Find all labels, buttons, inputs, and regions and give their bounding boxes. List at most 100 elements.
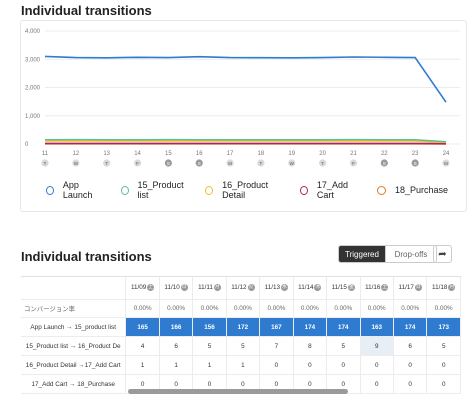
y-tick-label: 1,000 [25, 114, 41, 120]
value-cell[interactable]: 7 [259, 336, 294, 356]
x-day-badge [411, 159, 419, 167]
value-cell[interactable]: 163 [360, 317, 394, 337]
x-tick-day: M [228, 161, 232, 166]
value-cell[interactable]: 5 [426, 336, 461, 356]
legend-label: 18_Purchase [394, 185, 448, 195]
legend-marker [46, 185, 54, 195]
value-cell[interactable]: 6 [393, 336, 428, 356]
value-cell[interactable]: 5 [192, 336, 227, 356]
rate-cell: 0.00% [259, 299, 294, 318]
series-line [44, 138, 447, 143]
row-label: 17_Add Cart → 18_Purchase [21, 374, 127, 394]
x-tick-date: 11 [42, 151, 49, 157]
x-tick-date: 20 [319, 151, 326, 157]
value-cell[interactable]: 5 [226, 336, 261, 356]
date-header: 11/14 木 [293, 277, 328, 300]
date-label: 11/18 [432, 284, 448, 292]
x-tick-day: F [136, 161, 139, 166]
view-toggle: Triggered Drop-offs [338, 245, 437, 263]
value-cell[interactable]: 172 [226, 317, 261, 337]
legend-item[interactable]: 17_Add Cart [300, 180, 359, 200]
value-cell[interactable]: 0 [426, 374, 461, 394]
y-tick-label: 0 [25, 142, 29, 148]
x-tick-date: 16 [196, 151, 203, 157]
x-day-badge [226, 159, 234, 167]
value-cell[interactable]: 0 [326, 355, 361, 375]
value-cell[interactable]: 6 [159, 336, 194, 356]
date-label: 11/17 [398, 284, 414, 292]
legend-label: App Launch [62, 180, 93, 200]
value-cell[interactable]: 0 [259, 355, 294, 375]
horizontal-scrollbar[interactable] [128, 389, 348, 394]
table-row: 17_Add Cart → 18_Purchase 0 0 0 0 0 0 0 0 0 0 [21, 374, 461, 394]
date-label: 11/09 [130, 284, 147, 292]
value-cell[interactable]: 0 [293, 355, 328, 375]
date-header: 11/12 火 [226, 277, 261, 300]
value-cell[interactable]: 165 [125, 317, 160, 337]
rate-cell: 0.00% [326, 299, 361, 318]
x-tick-date: 19 [288, 151, 295, 157]
share-icon: ➦ [438, 248, 447, 260]
value-cell[interactable]: 0 [393, 374, 428, 394]
x-tick-date: 17 [227, 151, 234, 157]
legend-label: 16_Product Detail [222, 180, 269, 200]
value-cell[interactable]: 174 [393, 317, 428, 337]
value-cell[interactable]: 0 [393, 355, 428, 375]
x-tick-date: 14 [134, 151, 141, 157]
section-title: Individual transitions [21, 249, 152, 264]
value-cell[interactable]: 8 [293, 336, 328, 356]
x-day-badge [195, 159, 203, 167]
rate-cell: 0.00% [125, 299, 160, 318]
date-label: 11/16 [365, 284, 381, 292]
table-row: 15_Product list → 16_Product De 4 6 5 5 7 8 5 9 6… [21, 336, 461, 356]
series-line [45, 140, 447, 144]
share-button[interactable]: ➦ [433, 245, 452, 263]
x-tick-day: S [383, 161, 386, 166]
value-cell[interactable]: 1 [226, 355, 261, 375]
date-header: 11/11 月 [192, 277, 227, 300]
legend-item[interactable]: App Launch [46, 180, 103, 200]
triggered-tab[interactable]: Triggered [339, 246, 385, 262]
value-cell[interactable]: 0 [360, 355, 394, 375]
date-label: 11/14 [298, 284, 314, 292]
rate-cell: 0.00% [293, 299, 328, 318]
date-header: 11/17 日 [393, 277, 428, 300]
value-cell[interactable]: 0 [360, 374, 394, 394]
x-tick-day: T [321, 161, 324, 166]
x-day-badge [103, 159, 111, 167]
legend-marker [120, 185, 129, 195]
x-tick-date: 23 [412, 151, 419, 157]
page-title: Individual transitions [21, 3, 152, 18]
weekday-badge: 土 [381, 284, 389, 292]
value-cell[interactable]: 166 [159, 317, 194, 337]
x-tick-day: W [290, 161, 295, 166]
x-tick-day: T [105, 161, 108, 166]
value-cell[interactable]: 5 [326, 336, 361, 356]
legend-item[interactable]: 16_Product Detail [205, 180, 282, 200]
rate-cell: 0.00% [159, 299, 194, 318]
value-cell[interactable]: 174 [326, 317, 361, 337]
date-header: 11/13 水 [259, 277, 294, 300]
value-cell[interactable]: 1 [159, 355, 194, 375]
value-cell[interactable]: 1 [125, 355, 160, 375]
date-label: 11/10 [164, 284, 180, 292]
date-label: 11/12 [231, 284, 247, 292]
legend-item[interactable]: 15_Product list [120, 180, 188, 200]
date-label: 11/13 [264, 284, 281, 292]
value-cell[interactable]: 156 [192, 317, 227, 337]
value-cell[interactable]: 9 [360, 336, 394, 356]
x-tick-day: F [352, 161, 355, 166]
row-label: App Launch → 15_product list [21, 317, 127, 337]
x-tick-date: 22 [381, 151, 388, 157]
legend-item[interactable]: 18_Purchase [376, 180, 448, 200]
value-cell[interactable]: 4 [125, 336, 160, 356]
date-label: 11/15 [331, 284, 347, 292]
value-cell[interactable]: 174 [293, 317, 328, 337]
value-cell[interactable]: 173 [426, 317, 461, 337]
dropoffs-tab[interactable]: Drop-offs [385, 246, 436, 262]
value-cell[interactable]: 1 [192, 355, 227, 375]
date-header: 11/15 金 [326, 277, 361, 300]
value-cell[interactable]: 0 [426, 355, 461, 375]
x-day-badge [164, 159, 172, 167]
value-cell[interactable]: 167 [259, 317, 294, 337]
